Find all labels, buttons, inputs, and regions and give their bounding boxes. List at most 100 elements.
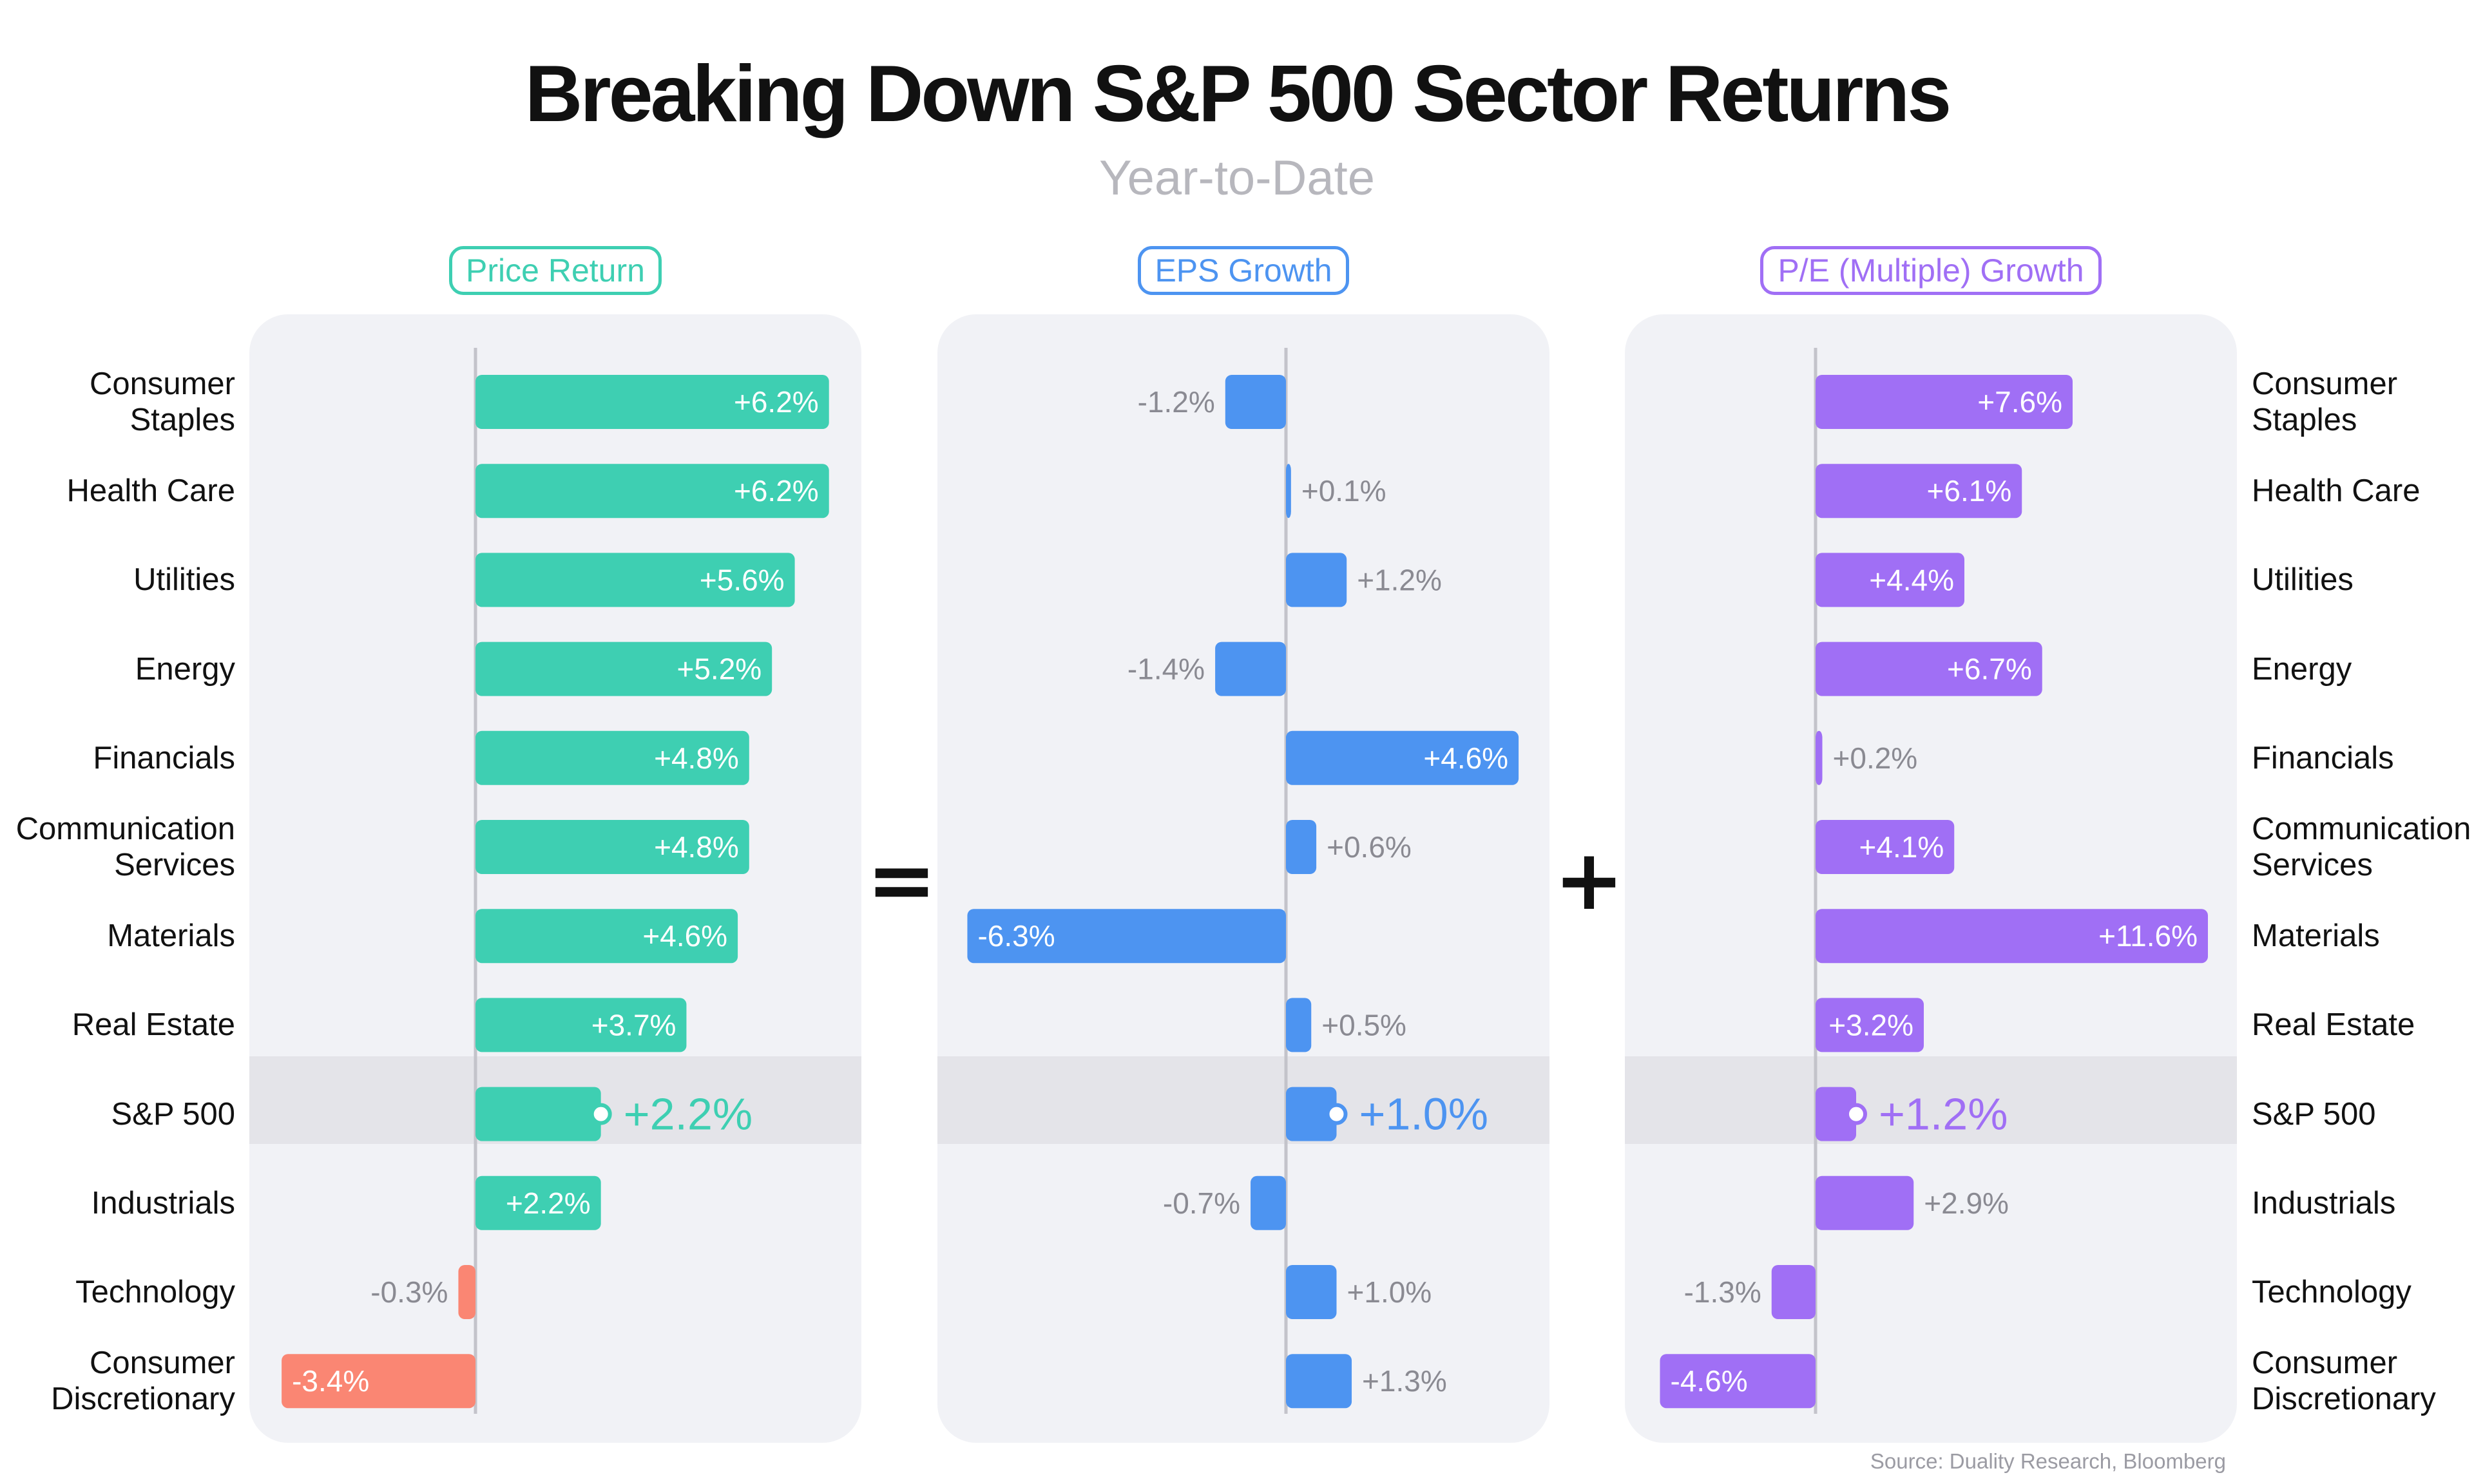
plus-operator: +: [1554, 831, 1624, 929]
price-return-bar: [458, 1265, 475, 1319]
eps-growth-value-label: -1.4%: [1127, 652, 1205, 686]
pe-growth-header: P/E (Multiple) Growth: [1760, 246, 2102, 295]
category-label: Real Estate: [72, 1007, 235, 1043]
category-label: Health Care: [2252, 473, 2421, 509]
category-label: Communication Services: [2252, 812, 2471, 882]
chart-subtitle: Year-to-Date: [1098, 151, 1376, 205]
price-return-bar: [475, 464, 829, 518]
pe-growth-bar: [1816, 1087, 1856, 1141]
sp500-highlight-band: [937, 1056, 1549, 1144]
price-return-bar: [475, 998, 687, 1052]
category-label: Industrials: [91, 1185, 235, 1221]
pe-growth-value-label: +7.6%: [1977, 385, 2062, 419]
eps-growth-value-label: -1.2%: [1138, 385, 1215, 419]
price-return-value-label: +4.8%: [654, 741, 739, 775]
eps-growth-panel: [937, 314, 1549, 1443]
pe-growth-bar: [1816, 1175, 1914, 1230]
pe-growth-bar: [1816, 375, 2073, 429]
category-label: Industrials: [2252, 1185, 2396, 1221]
price-return-value-label: +6.2%: [734, 385, 819, 419]
sp500-highlight-band: [1625, 1056, 2237, 1144]
pe-growth-bar: [1816, 464, 2022, 518]
eps-growth-value-label: +1.3%: [1362, 1364, 1447, 1398]
eps-growth-bar: [1215, 642, 1286, 696]
eps-growth-bar: [967, 909, 1286, 964]
price-return-value-label: -3.4%: [292, 1364, 369, 1398]
price-return-bar: [475, 730, 749, 785]
price-return-value-label: +4.8%: [654, 830, 739, 864]
eps-growth-bar: [1286, 998, 1312, 1052]
eps-growth-bar: [1286, 820, 1317, 874]
pe-growth-bar: [1771, 1265, 1816, 1319]
price-return-bar: [475, 1087, 601, 1141]
eps-growth-value-label: +4.6%: [1423, 741, 1508, 775]
eps-growth-bar: [1286, 1265, 1337, 1319]
eps-growth-bar: [1225, 375, 1286, 429]
price-return-value-label: -0.3%: [370, 1275, 448, 1309]
category-label: Technology: [75, 1275, 235, 1309]
eps-growth-value-label: +1.0%: [1359, 1089, 1488, 1139]
pe-growth-value-label: +1.2%: [1879, 1089, 2008, 1139]
pe-growth-value-label: +2.9%: [1924, 1186, 2009, 1220]
eps-growth-sp500-marker: [1325, 1103, 1348, 1125]
price-return-value-label: +6.2%: [734, 474, 819, 508]
category-label: S&P 500: [111, 1096, 235, 1132]
eps-growth-bar: [1286, 464, 1291, 518]
price-return-value-label: +2.2%: [506, 1186, 591, 1220]
category-label: Energy: [135, 651, 235, 687]
pe-growth-value-label: -4.6%: [1671, 1364, 1748, 1398]
category-label: Real Estate: [2252, 1007, 2415, 1043]
pe-growth-bar: [1816, 642, 2042, 696]
price-return-bar: [475, 375, 829, 429]
eps-growth-bar: [1286, 730, 1519, 785]
price-return-value-label: +2.2%: [624, 1089, 753, 1139]
price-return-bar: [475, 820, 749, 874]
category-label: Materials: [107, 918, 235, 954]
eps-growth-value-label: -6.3%: [977, 919, 1055, 953]
category-label: Consumer Staples: [89, 366, 235, 437]
source-note: Source: Duality Research, Bloomberg: [1870, 1449, 2226, 1473]
pe-growth-value-label: +4.1%: [1859, 830, 1944, 864]
eps-growth-bar: [1251, 1175, 1286, 1230]
equals-operator: =: [867, 831, 937, 929]
eps-growth-value-label: +1.2%: [1357, 563, 1442, 596]
chart-title: Breaking Down S&P 500 Sector Returns: [524, 50, 1951, 138]
price-return-bar: [475, 1175, 601, 1230]
pe-growth-bar: [1816, 909, 2208, 964]
price-return-header: Price Return: [449, 246, 662, 295]
category-label: Consumer Staples: [2252, 366, 2398, 437]
eps-growth-bar: [1286, 1354, 1352, 1409]
pe-growth-value-label: +6.7%: [1947, 652, 2032, 686]
price-return-bar: [475, 909, 738, 964]
category-label: Communication Services: [15, 812, 235, 882]
eps-growth-value-label: +0.5%: [1321, 1008, 1406, 1042]
pe-growth-sp500-marker: [1845, 1103, 1867, 1125]
price-return-bar: [475, 642, 772, 696]
eps-growth-value-label: +1.0%: [1347, 1275, 1432, 1309]
category-label: Consumer Discretionary: [2252, 1346, 2436, 1417]
price-return-value-label: +4.6%: [642, 919, 727, 953]
category-label: Materials: [2252, 918, 2380, 954]
category-label: Financials: [93, 740, 235, 775]
pe-growth-bar: [1816, 730, 1823, 785]
price-return-bar: [282, 1354, 475, 1409]
pe-growth-value-label: -1.3%: [1684, 1275, 1761, 1309]
category-label: Consumer Discretionary: [51, 1346, 235, 1417]
pe-growth-value-label: +11.6%: [2098, 919, 2198, 953]
price-return-bar: [475, 553, 795, 607]
price-return-value-label: +3.7%: [591, 1008, 676, 1042]
category-label: Utilities: [2252, 562, 2354, 598]
pe-growth-value-label: +6.1%: [1927, 474, 2012, 508]
pe-growth-bar: [1816, 553, 1964, 607]
pe-growth-value-label: +0.2%: [1833, 741, 1918, 775]
pe-growth-bar: [1660, 1354, 1816, 1409]
category-label: Energy: [2252, 651, 2352, 687]
category-label: Financials: [2252, 740, 2394, 775]
eps-growth-value-label: -0.7%: [1163, 1186, 1240, 1220]
eps-growth-bar: [1286, 1087, 1337, 1141]
eps-growth-value-label: +0.6%: [1327, 830, 1412, 864]
pe-growth-bar: [1816, 820, 1955, 874]
eps-growth-header: EPS Growth: [1138, 246, 1349, 295]
eps-growth-bar: [1286, 553, 1347, 607]
